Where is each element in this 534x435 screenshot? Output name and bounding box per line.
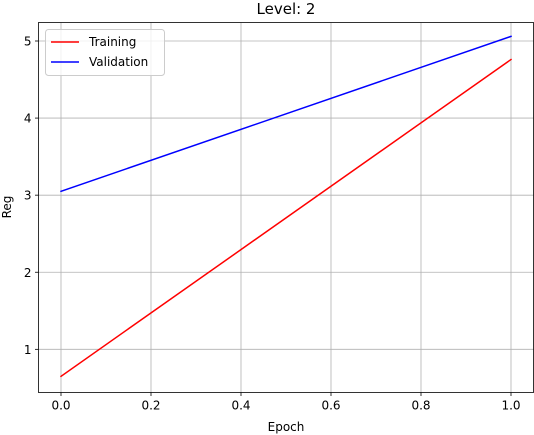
x-tick-label: 1.0	[501, 399, 520, 413]
x-tick-label: 0.6	[321, 399, 340, 413]
x-tick-label: 0.0	[51, 399, 70, 413]
y-tick-label: 5	[24, 35, 32, 49]
series-line-validation	[60, 35, 512, 193]
y-tick-label: 3	[24, 189, 32, 203]
legend-box	[45, 29, 165, 76]
y-axis-ticks: 1 2 3 4 5	[24, 35, 39, 357]
y-tick-label: 2	[24, 266, 32, 280]
x-tick-label: 0.8	[411, 399, 430, 413]
y-tick-label: 1	[24, 343, 32, 357]
x-tick-label: 0.4	[231, 399, 250, 413]
x-axis-ticks: 0.0 0.2 0.4 0.6 0.8 1.0	[51, 392, 521, 413]
x-axis-label: Epoch	[268, 420, 305, 434]
grid	[38, 22, 534, 393]
y-axis-label: Reg	[0, 196, 14, 219]
series-line-training	[59, 58, 513, 378]
legend-label-validation: Validation	[89, 55, 148, 69]
chart-title: Level: 2	[257, 0, 316, 18]
legend-label-training: Training	[88, 35, 136, 49]
y-tick-label: 4	[24, 112, 32, 126]
x-tick-label: 0.2	[141, 399, 160, 413]
legend: Training Validation	[45, 29, 165, 76]
series-lines	[59, 35, 513, 378]
